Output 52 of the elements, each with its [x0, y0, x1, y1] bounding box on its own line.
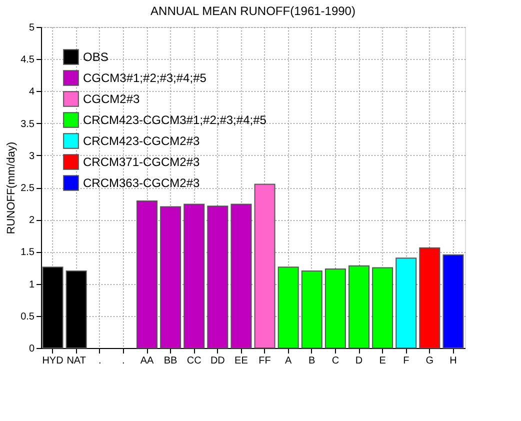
x-tick-label: G — [426, 356, 434, 366]
legend-label: CGCM3#1;#2;#3;#4;#5 — [83, 71, 207, 85]
bar — [324, 268, 346, 348]
bar — [278, 266, 299, 348]
x-tick-label: . — [98, 356, 102, 366]
x-tick-label: H — [450, 356, 457, 366]
y-tick-label: 2.5 — [20, 183, 35, 194]
y-tick-label: 1.5 — [20, 247, 35, 258]
x-tick-label: HYD — [42, 356, 64, 366]
legend-label: CRCM371-CGCM2#3 — [83, 155, 200, 169]
x-tick-label: D — [355, 356, 363, 366]
x-tick-label: B — [308, 356, 316, 366]
x-tick-label: AA — [140, 356, 154, 366]
legend-label: CRCM423-CGCM3#1;#2;#3;#4;#5 — [83, 113, 267, 127]
y-tick-label: 4 — [28, 86, 35, 98]
x-tick-label: . — [122, 356, 125, 366]
bar — [372, 267, 394, 348]
x-tick-label: C — [332, 356, 340, 366]
bar — [348, 265, 370, 348]
x-tick-label: E — [379, 356, 386, 366]
x-tick-label: F — [403, 356, 410, 366]
x-tick-label: EE — [234, 356, 248, 366]
bar — [230, 204, 252, 348]
y-tick-label: 0 — [28, 344, 35, 354]
legend-label: CRCM363-CGCM2#3 — [83, 176, 200, 190]
x-tick-label: A — [284, 356, 292, 366]
y-tick-label: 5 — [28, 22, 35, 34]
y-axis-title: RUNOFF(mm/day) — [6, 142, 18, 234]
x-tick-label: DD — [210, 356, 225, 366]
chart-title: ANNUAL MEAN RUNOFF(1961-1990) — [150, 4, 356, 18]
y-tick-label: 3 — [28, 150, 35, 162]
x-tick-label: BB — [164, 356, 178, 366]
x-tick-label: CC — [186, 356, 202, 366]
y-tick-label: 1 — [28, 279, 35, 290]
bar — [301, 270, 322, 348]
bar — [419, 247, 440, 348]
legend-label: OBS — [83, 50, 108, 64]
bar — [184, 204, 205, 348]
x-tick-label: FF — [258, 356, 271, 366]
legend-label: CGCM2#3 — [83, 92, 140, 106]
bar — [442, 254, 464, 348]
bar — [254, 184, 276, 348]
x-tick-label: NAT — [66, 356, 86, 366]
y-tick-label: 2 — [28, 215, 35, 226]
y-tick-label: 3.5 — [20, 118, 35, 130]
bar — [207, 206, 228, 348]
bar — [136, 200, 158, 348]
bar — [160, 206, 182, 348]
y-tick-label: 0.5 — [20, 311, 35, 322]
legend-label: CRCM423-CGCM2#3 — [83, 134, 200, 148]
bar — [396, 258, 417, 348]
y-tick-label: 4.5 — [20, 54, 35, 66]
